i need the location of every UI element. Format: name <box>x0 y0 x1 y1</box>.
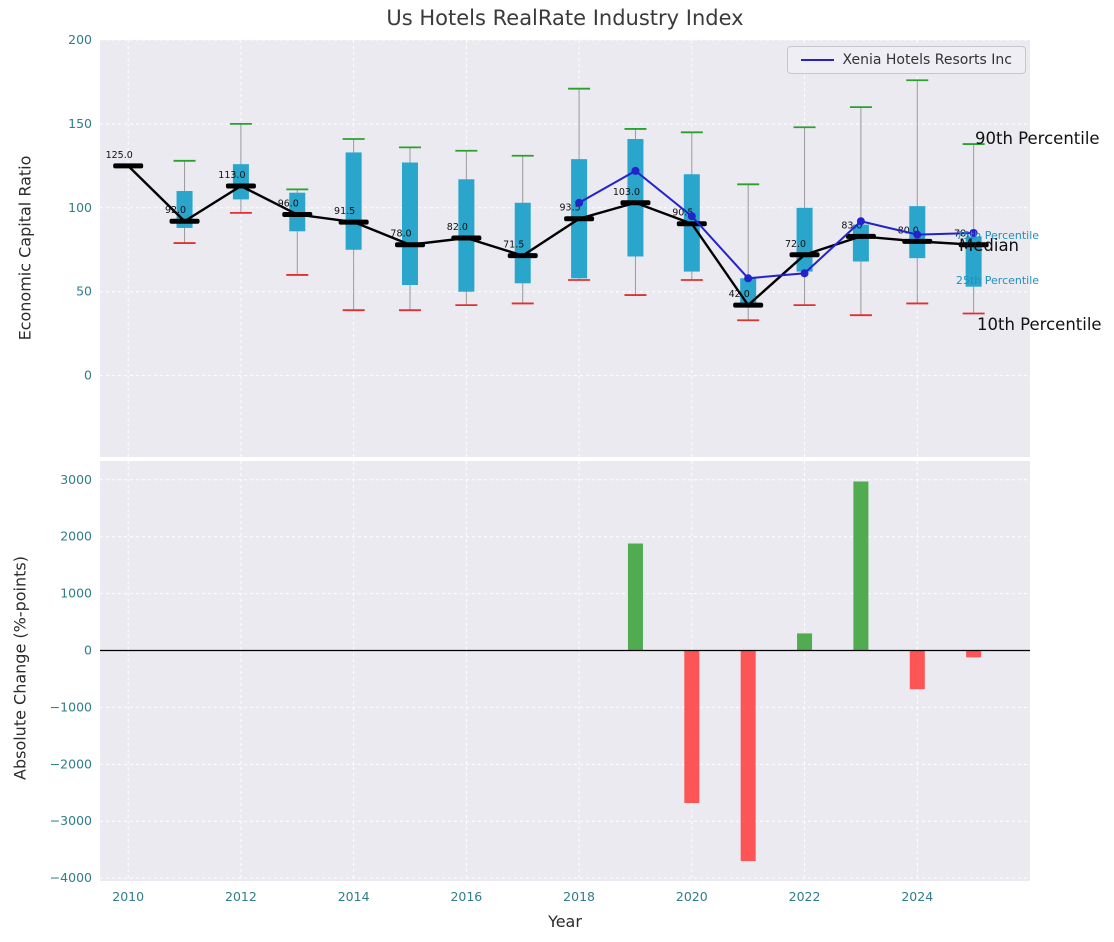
svg-text:78.0: 78.0 <box>390 229 411 240</box>
bottom-panel-bg <box>100 461 1030 881</box>
svg-text:−1000: −1000 <box>50 699 92 714</box>
svg-text:2018: 2018 <box>563 889 595 904</box>
svg-text:83.0: 83.0 <box>841 220 862 231</box>
median-markers <box>113 163 989 308</box>
svg-text:91.5: 91.5 <box>334 206 355 217</box>
svg-text:2014: 2014 <box>338 889 370 904</box>
annotation-median: Median <box>959 236 1020 255</box>
change-bar-2019 <box>627 543 643 651</box>
svg-text:96.0: 96.0 <box>278 199 299 210</box>
bottom-y-axis-label: Absolute Change (%-points) <box>10 556 30 780</box>
chart-title: Us Hotels RealRate Industry Index <box>386 6 744 30</box>
change-bar-2024 <box>909 650 925 690</box>
svg-text:2010: 2010 <box>112 889 144 904</box>
svg-text:100: 100 <box>68 200 92 215</box>
svg-text:0: 0 <box>84 368 92 383</box>
svg-text:2016: 2016 <box>450 889 482 904</box>
annotation-10th-percentile: 10th Percentile <box>977 315 1102 334</box>
change-bar-2021 <box>740 650 756 862</box>
svg-text:200: 200 <box>68 32 92 47</box>
annotation-90th-percentile: 90th Percentile <box>975 129 1100 148</box>
svg-text:50: 50 <box>76 284 92 299</box>
svg-text:42.0: 42.0 <box>729 289 750 300</box>
svg-text:113.0: 113.0 <box>218 170 245 181</box>
legend: Xenia Hotels Resorts Inc <box>786 46 1026 74</box>
change-bars <box>627 481 982 862</box>
svg-text:80.0: 80.0 <box>898 225 919 236</box>
top-y-axis-label: Economic Capital Ratio <box>15 155 35 341</box>
svg-text:103.0: 103.0 <box>613 187 640 198</box>
tick-labels: 0 50 100 150 200 −4000 −3000 −2000 −1000 0 1000 200… <box>50 32 934 904</box>
svg-text:150: 150 <box>68 116 92 131</box>
x-axis-label: Year <box>548 912 582 931</box>
top-panel-bg <box>100 40 1030 457</box>
median-trend-line <box>127 164 974 307</box>
change-bar-2025 <box>966 650 982 658</box>
legend-line-sample <box>800 59 834 61</box>
svg-text:−3000: −3000 <box>50 813 92 828</box>
xenia-series <box>575 166 978 283</box>
svg-text:2020: 2020 <box>676 889 708 904</box>
svg-text:−2000: −2000 <box>50 756 92 771</box>
change-bar-2023 <box>853 481 869 651</box>
change-bar-2020 <box>684 650 700 804</box>
svg-text:2022: 2022 <box>789 889 821 904</box>
svg-text:92.0: 92.0 <box>165 205 186 216</box>
svg-text:93.5: 93.5 <box>560 203 581 214</box>
svg-text:3000: 3000 <box>60 472 92 487</box>
annotation-75th-percentile: 75th Percentile <box>956 229 1040 242</box>
annotation-25th-percentile: 25th Percentile <box>956 274 1040 287</box>
legend-label: Xenia Hotels Resorts Inc <box>842 52 1012 68</box>
svg-text:82.0: 82.0 <box>447 222 468 233</box>
svg-text:72.0: 72.0 <box>785 239 806 250</box>
change-bar-2022 <box>797 633 813 651</box>
svg-text:1000: 1000 <box>60 586 92 601</box>
svg-text:90.5: 90.5 <box>672 208 693 219</box>
svg-text:125.0: 125.0 <box>106 150 133 161</box>
svg-text:71.5: 71.5 <box>503 240 524 251</box>
svg-text:2024: 2024 <box>901 889 933 904</box>
svg-text:2000: 2000 <box>60 529 92 544</box>
svg-text:−4000: −4000 <box>50 870 92 885</box>
svg-text:2012: 2012 <box>225 889 257 904</box>
svg-text:0: 0 <box>84 643 92 658</box>
